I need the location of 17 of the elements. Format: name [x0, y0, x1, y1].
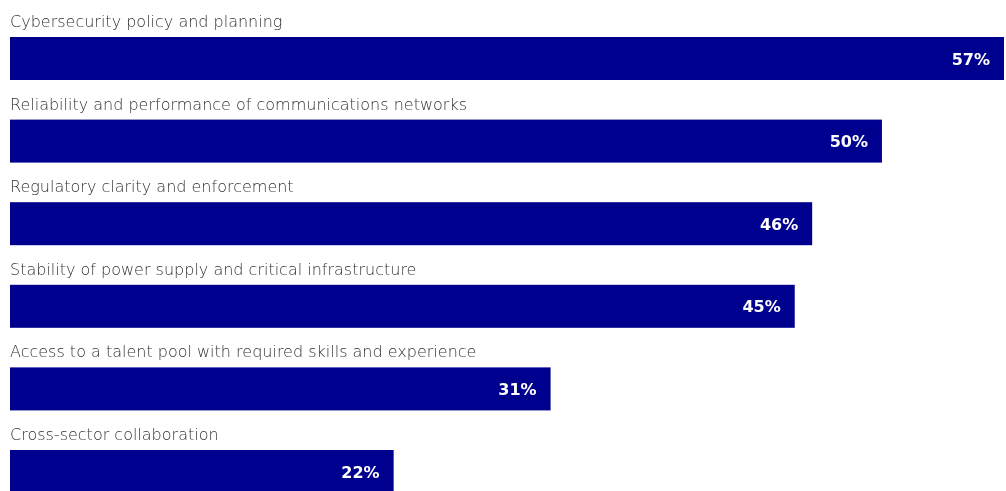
data-label: 50% [829, 132, 868, 152]
bar [10, 202, 813, 246]
bar [10, 119, 882, 163]
y-tick-label: Cross-sector collaboration [10, 425, 219, 444]
y-tick-label: Access to a talent pool with required skills and experience [10, 342, 477, 362]
y-tick-label: Regulatory clarity and enforcement [10, 177, 294, 197]
bar [10, 37, 1004, 80]
data-label: 31% [498, 379, 537, 399]
data-label: 46% [759, 214, 799, 234]
y-tick-label: Stability of power supply and critical infrastructure [10, 259, 417, 279]
data-label: 45% [742, 297, 781, 317]
y-tick-label: Reliability and performance of communications networks [10, 94, 467, 114]
y-tick-label: Cybersecurity policy and planning [10, 12, 283, 31]
bar [10, 367, 551, 411]
data-label: 22% [341, 462, 380, 482]
data-label: 57% [951, 49, 990, 69]
bar [10, 284, 795, 328]
